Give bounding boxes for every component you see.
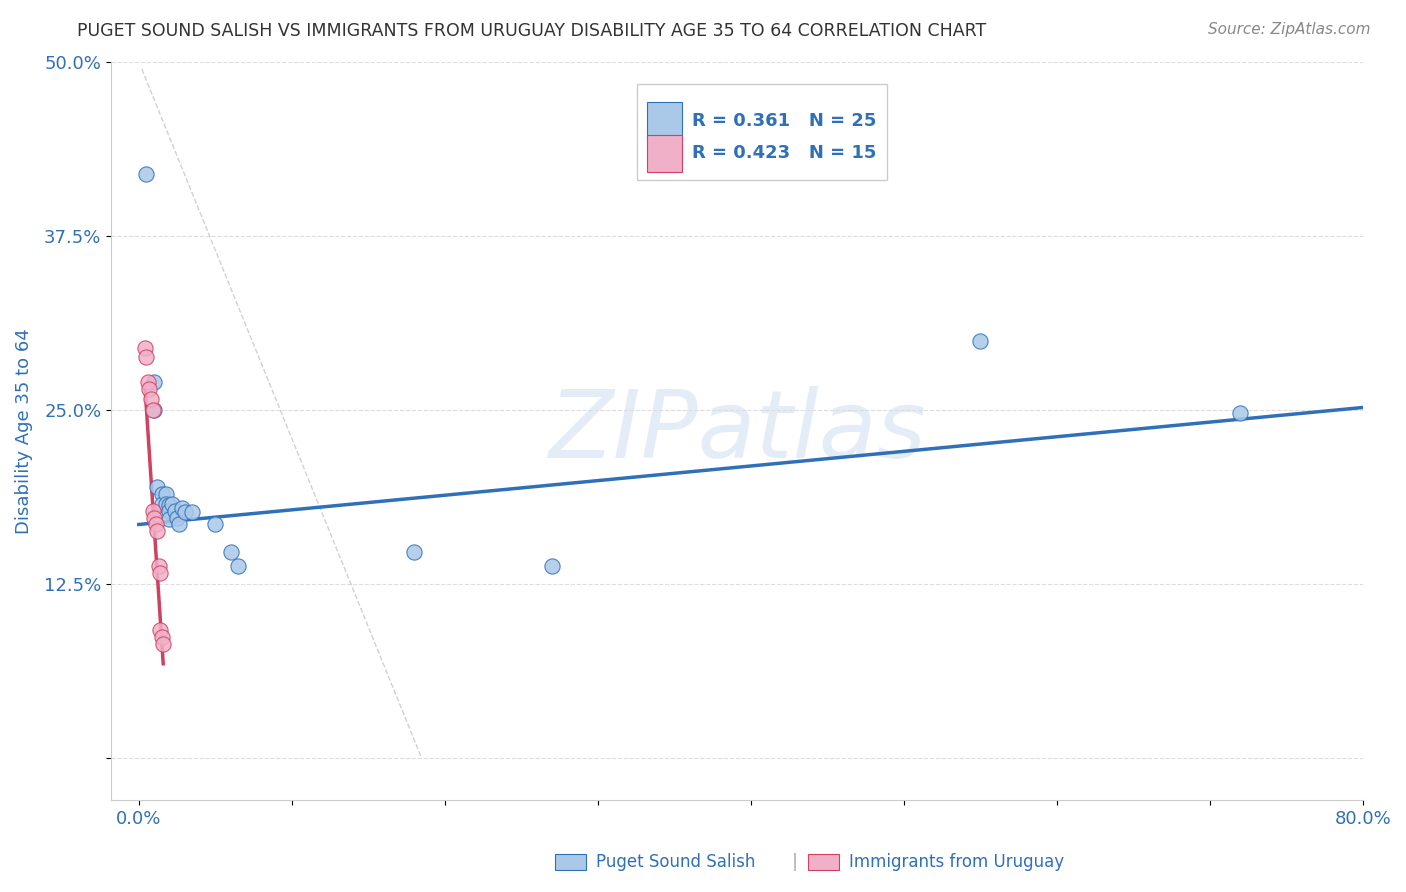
Point (135, 351, 157, 365)
Text: |: | (792, 853, 797, 871)
Text: Source: ZipAtlas.com: Source: ZipAtlas.com (1208, 22, 1371, 37)
Point (162, 497, 184, 511)
Point (145, 517, 167, 532)
Y-axis label: Disability Age 35 to 64: Disability Age 35 to 64 (15, 328, 32, 534)
Point (149, 624, 172, 638)
Point (226, 559, 249, 574)
Point (139, 392, 162, 406)
Point (404, 545, 426, 559)
Point (165, 503, 187, 517)
Point (138, 383, 160, 397)
Point (204, 517, 226, 532)
Point (166, 510, 188, 524)
FancyBboxPatch shape (637, 84, 887, 180)
Point (150, 497, 173, 511)
Point (219, 545, 242, 559)
Point (157, 503, 180, 517)
Point (150, 630, 173, 644)
Point (155, 497, 177, 511)
Text: R = 0.361   N = 25: R = 0.361 N = 25 (692, 112, 876, 129)
Text: Puget Sound Salish: Puget Sound Salish (596, 853, 755, 871)
Point (181, 505, 204, 519)
Point (143, 510, 166, 524)
Text: ZIPatlas: ZIPatlas (548, 385, 927, 476)
Point (135, 167, 157, 181)
Text: PUGET SOUND SALISH VS IMMIGRANTS FROM URUGUAY DISABILITY AGE 35 TO 64 CORRELATIO: PUGET SOUND SALISH VS IMMIGRANTS FROM UR… (77, 22, 987, 40)
Point (141, 403, 163, 417)
Point (134, 341, 156, 355)
Point (173, 505, 195, 519)
Point (150, 487, 173, 501)
Point (170, 500, 193, 515)
Point (136, 376, 159, 390)
Point (141, 503, 163, 517)
Point (149, 566, 172, 581)
Point (969, 334, 991, 348)
Point (155, 487, 177, 501)
Bar (647, 103, 682, 139)
Bar (647, 135, 682, 172)
Text: Immigrants from Uruguay: Immigrants from Uruguay (849, 853, 1064, 871)
Point (152, 637, 174, 651)
Point (167, 517, 190, 532)
Point (143, 376, 166, 390)
Point (146, 480, 169, 494)
Point (540, 559, 562, 574)
Point (1229, 406, 1251, 420)
Point (157, 512, 180, 526)
Point (143, 403, 166, 417)
Point (148, 559, 170, 574)
Text: R = 0.423   N = 15: R = 0.423 N = 15 (692, 145, 876, 162)
Point (146, 524, 169, 539)
Point (157, 498, 180, 512)
